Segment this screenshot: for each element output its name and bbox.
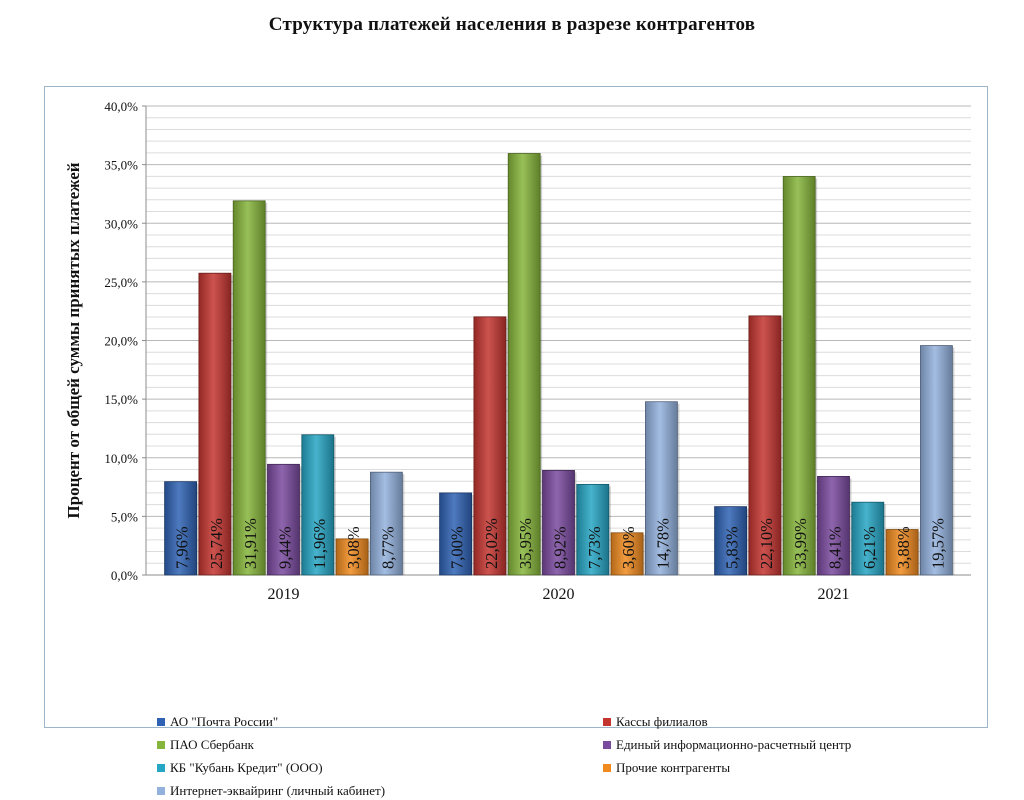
data-label: 8,77% <box>378 526 397 569</box>
data-label: 22,10% <box>757 518 776 569</box>
bar <box>576 483 610 576</box>
y-axis-title: Процент от общей суммы принятых платежей <box>64 162 83 518</box>
bar <box>817 475 850 576</box>
legend-swatch <box>157 787 165 795</box>
legend-item: КБ "Кубань Кредит" (ООО) <box>157 759 323 777</box>
bar <box>920 345 953 576</box>
x-tick-label: 2020 <box>543 586 575 603</box>
chart-title: Структура платежей населения в разрезе к… <box>268 14 756 35</box>
x-tick-label: 2021 <box>818 586 850 603</box>
bar <box>439 492 473 576</box>
data-label: 9,44% <box>276 526 295 569</box>
legend-swatch <box>603 741 611 749</box>
bar <box>748 315 782 576</box>
bar <box>645 401 678 576</box>
data-label: 11,96% <box>310 518 329 569</box>
data-label: 31,91% <box>241 518 260 569</box>
y-tick-label: 0,0% <box>111 568 138 583</box>
bar <box>267 463 300 576</box>
legend-item: Единый информационно-расчетный центр <box>603 736 851 754</box>
data-label: 3,60% <box>619 526 638 569</box>
data-label: 3,08% <box>344 526 363 569</box>
bar <box>782 176 816 576</box>
data-label: 19,57% <box>928 518 947 569</box>
legend-label: Интернет-эквайринг (личный кабинет) <box>170 783 386 798</box>
y-tick-label: 30,0% <box>104 216 138 231</box>
data-label: 7,00% <box>448 526 467 569</box>
data-label: 33,99% <box>791 518 810 569</box>
bar <box>714 506 747 576</box>
bar <box>507 153 541 576</box>
bar <box>301 434 335 576</box>
legend-swatch <box>157 718 165 726</box>
bar <box>369 471 403 576</box>
y-tick-label: 5,0% <box>111 509 138 524</box>
legend-swatch <box>603 764 611 772</box>
legend-item: ПАО Сбербанк <box>157 736 254 754</box>
bars: 7,96% 25,74% 31,91% 9,44% 11,96% 3,08% 8,77% 7,… <box>164 153 955 576</box>
legend-swatch <box>157 741 165 749</box>
bar <box>164 481 197 576</box>
y-tick-label: 25,0% <box>104 275 138 290</box>
y-tick-label: 40,0% <box>104 99 138 114</box>
legend-label: АО "Почта России" <box>170 714 279 729</box>
y-tick-label: 10,0% <box>104 451 138 466</box>
legend-item: АО "Почта России" <box>157 713 278 731</box>
chart-frame: 0,0% 5,0% 10,0% 15,0% 20,0% 25,0% 30,0% 35,0% 40… <box>44 86 988 798</box>
y-tick-label: 15,0% <box>104 392 138 407</box>
data-label: 8,41% <box>826 526 845 569</box>
y-tick-label: 20,0% <box>104 334 138 349</box>
data-label: 35,95% <box>516 518 535 569</box>
bar <box>198 272 232 576</box>
legend-label: КБ "Кубань Кредит" (ООО) <box>170 760 323 775</box>
data-label: 3,88% <box>894 526 913 569</box>
legend-item: Прочие контрагенты <box>603 759 730 777</box>
data-label: 8,92% <box>551 526 570 569</box>
legend-label: ПАО Сбербанк <box>170 737 254 752</box>
bar <box>473 316 507 576</box>
data-label: 5,83% <box>723 526 742 569</box>
data-label: 6,21% <box>860 526 879 569</box>
data-label: 7,73% <box>585 526 604 569</box>
legend-label: Прочие контрагенты <box>616 760 731 775</box>
legend-label: Кассы филиалов <box>616 714 708 729</box>
legend-swatch <box>157 764 165 772</box>
bar <box>851 501 885 576</box>
bar <box>542 470 575 576</box>
y-tick-label: 35,0% <box>104 158 138 173</box>
data-label: 14,78% <box>653 518 672 569</box>
legend-item: Кассы филиалов <box>603 713 708 731</box>
bar <box>232 200 266 576</box>
data-label: 7,96% <box>173 526 192 569</box>
data-label: 25,74% <box>207 518 226 569</box>
legend-item: Интернет-эквайринг (личный кабинет) <box>157 782 385 800</box>
legend-swatch <box>603 718 611 726</box>
bar-chart-plot: 0,0% 5,0% 10,0% 15,0% 20,0% 25,0% 30,0% 35,0% 40… <box>64 99 971 603</box>
bar <box>610 532 644 576</box>
legend-label: Единый информационно-расчетный центр <box>616 737 852 752</box>
bar <box>335 538 369 576</box>
bar <box>885 529 919 576</box>
data-label: 22,02% <box>482 518 501 569</box>
x-tick-label: 2019 <box>268 586 300 603</box>
